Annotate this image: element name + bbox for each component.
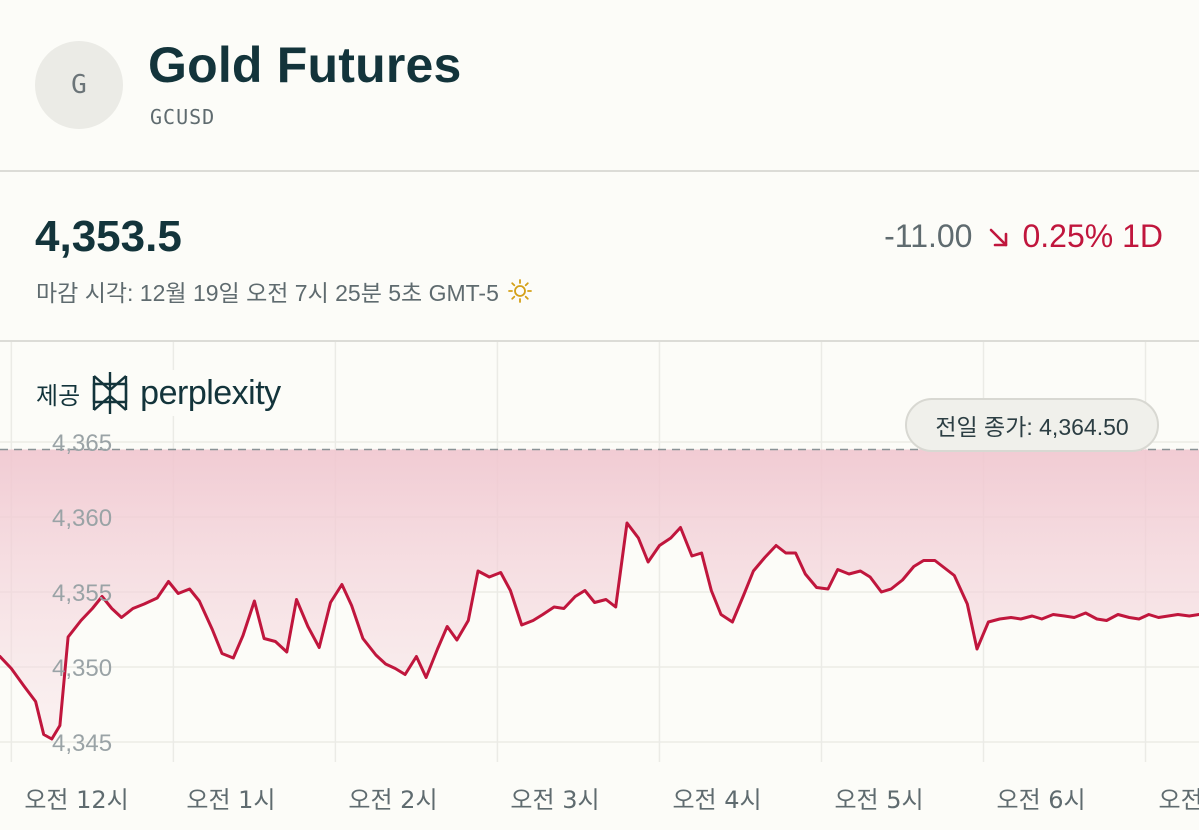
y-tick-label: 4,365	[52, 430, 112, 457]
instrument-header: G Gold Futures GCUSD	[0, 0, 1199, 172]
provider-attribution: 제공 perplexity	[36, 370, 285, 416]
x-tick-label: 오전 12시	[24, 786, 128, 814]
y-tick-label: 4,360	[52, 505, 112, 532]
provider-label: 제공	[36, 382, 81, 410]
perplexity-logo-icon	[92, 372, 128, 414]
x-tick-label: 오전 6시	[997, 786, 1086, 814]
x-tick-label: 오전 2시	[348, 786, 437, 814]
x-tick-label: 오전 1시	[186, 786, 275, 814]
close-time: 마감 시각: 12월 19일 오전 7시 25분 5초 GMT-5	[36, 274, 533, 308]
change-absolute: -11.00	[884, 218, 973, 254]
provider-name: perplexity	[140, 373, 281, 412]
y-tick-label: 4,350	[52, 655, 112, 682]
chart-canvas: 4,365 4,360 4,355 4,350 4,345 오전 12시 오전 1시 오전 …	[0, 342, 1199, 814]
x-tick-label: 오전 7시	[1159, 786, 1199, 814]
sun-icon	[507, 279, 532, 303]
series-area-fill	[0, 449, 1199, 739]
series-line	[0, 521, 1199, 741]
change-percent: 0.25% 1D	[986, 218, 1163, 255]
quote-summary: 4,353.5 마감 시각: 12월 19일 오전 7시 25분 5초 GMT-…	[0, 172, 1199, 342]
change-percent-label: 0.25% 1D	[1022, 218, 1163, 254]
current-price: 4,353.5	[35, 212, 182, 261]
price-change: -11.00 0.25% 1D	[884, 218, 1163, 255]
x-tick-label: 오전 3시	[510, 786, 599, 814]
ticker-symbol: GCUSD	[150, 105, 216, 129]
close-time-label: 마감 시각: 12월 19일 오전 7시 25분 5초 GMT-5	[36, 280, 499, 306]
avatar: G	[35, 41, 123, 129]
price-chart[interactable]: 4,365 4,360 4,355 4,350 4,345 오전 12시 오전 1시 오전 …	[0, 342, 1199, 830]
arrow-down-right-icon	[990, 228, 1008, 246]
y-tick-label: 4,355	[52, 580, 112, 607]
page-title: Gold Futures	[148, 37, 462, 93]
x-tick-label: 오전 4시	[672, 786, 761, 814]
x-tick-label: 오전 5시	[834, 786, 923, 814]
y-tick-label: 4,345	[52, 730, 112, 757]
prev-close-badge: 전일 종가: 4,364.50	[905, 398, 1159, 452]
